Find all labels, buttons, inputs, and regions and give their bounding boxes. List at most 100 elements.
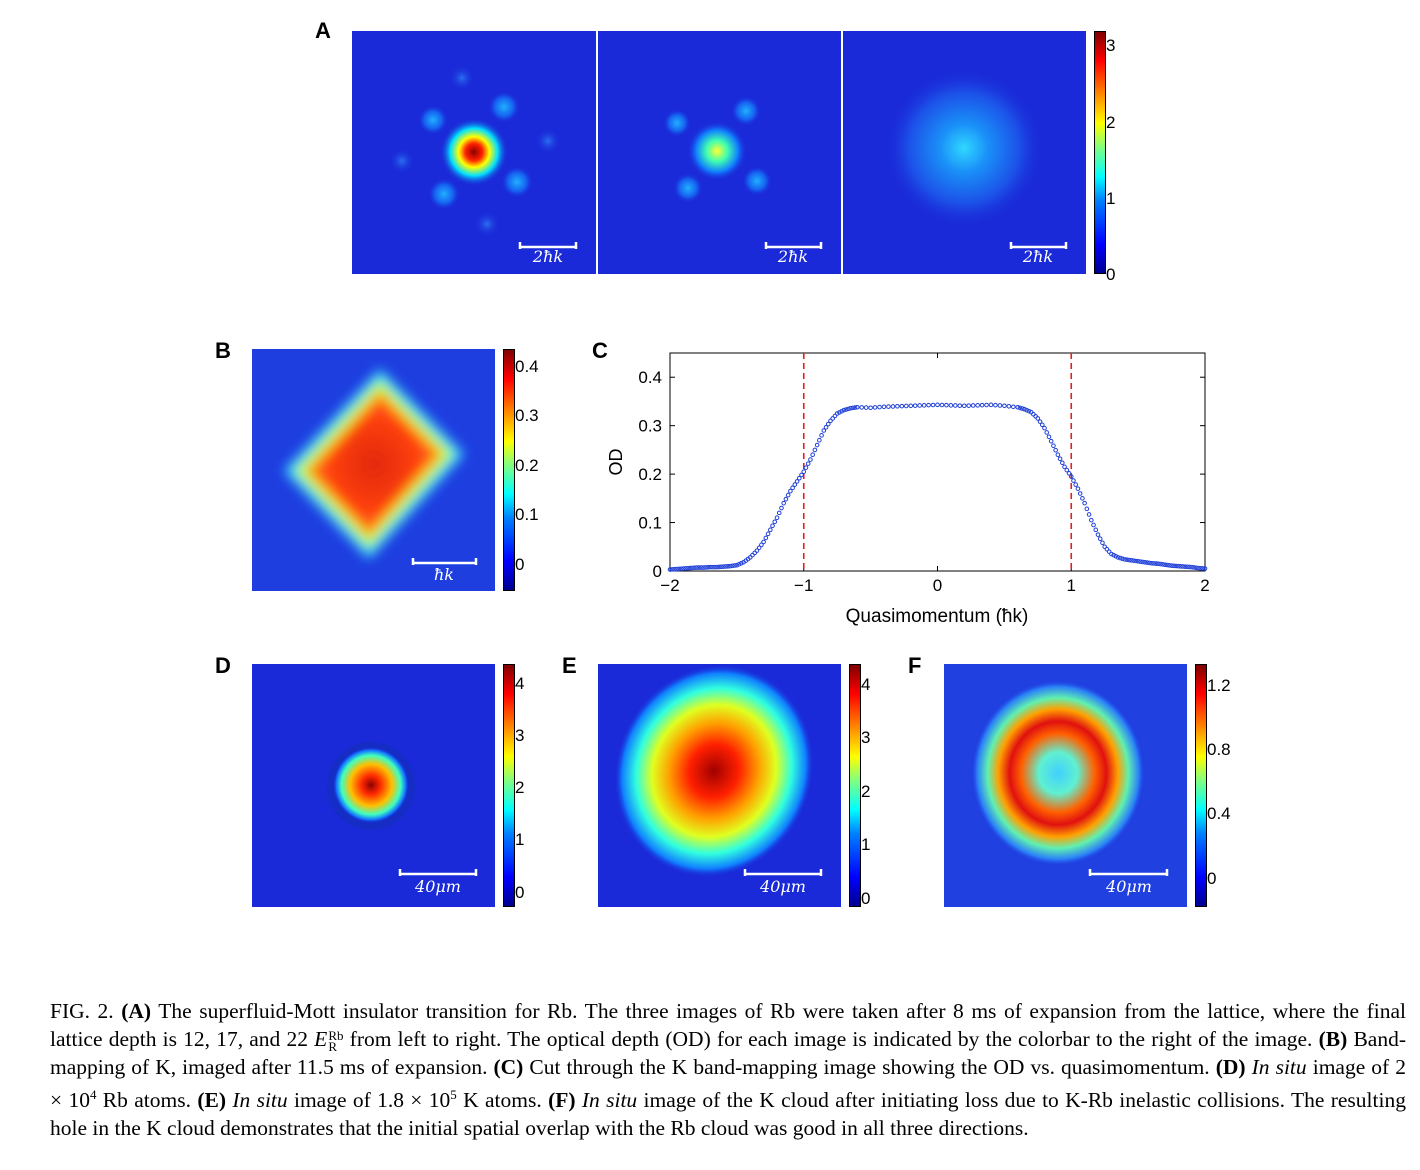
- panel-e-colorbar-tick-0: 0: [861, 889, 871, 908]
- data-point: [1138, 559, 1143, 564]
- caption-e-italic: In situ: [232, 1088, 288, 1113]
- caption-er-sup: Rb: [328, 1028, 344, 1044]
- data-point: [957, 403, 963, 408]
- data-point: [1033, 414, 1038, 419]
- data-point: [843, 407, 849, 412]
- data-point: [997, 403, 1003, 408]
- panel-a-colorbar-tick-0: 0: [1106, 265, 1116, 284]
- data-point: [1126, 557, 1132, 563]
- data-point: [1019, 406, 1025, 411]
- y-tick-label: 0: [653, 562, 662, 581]
- data-point: [1169, 563, 1174, 568]
- data-point: [825, 421, 831, 427]
- data-point: [774, 515, 780, 521]
- data-point: [903, 403, 909, 409]
- data-point: [877, 404, 882, 410]
- data-point: [1093, 527, 1099, 533]
- data-point: [1075, 486, 1081, 491]
- data-point: [1129, 558, 1134, 563]
- data-point: [721, 564, 726, 569]
- data-point: [676, 566, 682, 572]
- data-point: [707, 564, 713, 570]
- data-point: [808, 457, 813, 462]
- data-point: [810, 452, 815, 458]
- panel-f-colorbar-tick-0: 0: [1207, 869, 1217, 888]
- caption-a-text: The superfluid-Mott insulator transition…: [50, 999, 1406, 1051]
- data-point: [1071, 478, 1076, 483]
- panel-b-colorbar: [503, 349, 515, 591]
- data-point: [739, 560, 744, 566]
- panel-label-b: B: [215, 338, 231, 363]
- data-point: [832, 413, 838, 419]
- data-point: [1037, 419, 1043, 424]
- data-point: [1046, 434, 1052, 440]
- data-point: [895, 403, 900, 409]
- data-point: [1077, 491, 1083, 496]
- x-tick-label: −2: [660, 576, 679, 595]
- data-point: [754, 548, 760, 553]
- y-tick-label: 0.3: [638, 417, 662, 436]
- caption-f-italic: In situ: [581, 1088, 638, 1113]
- data-point: [792, 482, 798, 487]
- data-point: [696, 565, 702, 570]
- data-point: [1055, 452, 1061, 458]
- y-tick-label: 0.2: [638, 465, 662, 484]
- panel-a-colorbar-tick-1: 1: [1106, 189, 1116, 208]
- panel-f-colorbar: [1195, 664, 1207, 907]
- data-point: [779, 505, 784, 511]
- panel-d-colorbar-tick-0: 0: [515, 883, 525, 902]
- caption-er-symbol: E: [314, 1027, 328, 1051]
- data-point: [821, 428, 827, 433]
- data-point: [781, 500, 786, 506]
- x-tick-label: −1: [794, 576, 813, 595]
- data-point: [678, 566, 684, 572]
- data-point: [939, 402, 945, 408]
- data-point: [727, 563, 733, 569]
- caption-b-label: (B): [1318, 1027, 1348, 1051]
- caption-e-sup: 5: [450, 1087, 457, 1102]
- data-point: [1202, 566, 1208, 571]
- data-point: [1160, 562, 1165, 567]
- data-point: [1051, 443, 1056, 448]
- data-point: [1015, 404, 1021, 410]
- panel-b-colorbar-tick-0.1: 0.1: [515, 505, 539, 524]
- data-point: [1198, 565, 1203, 571]
- data-point: [703, 565, 708, 570]
- caption-d-text: image of 2 × 10: [50, 1055, 1406, 1113]
- data-point: [674, 566, 679, 572]
- data-point: [1167, 563, 1172, 568]
- data-point: [1084, 506, 1090, 512]
- data-point: [1115, 555, 1121, 560]
- panel-e-colorbar-tick-2: 2: [861, 782, 871, 801]
- data-point: [1102, 544, 1107, 550]
- data-point: [794, 479, 800, 484]
- data-point: [1151, 561, 1157, 566]
- data-point: [1106, 549, 1112, 554]
- caption-er-sub: R: [328, 1039, 337, 1055]
- data-point: [912, 403, 918, 408]
- data-point: [714, 564, 720, 570]
- data-point: [846, 406, 851, 412]
- panel-a-colorbar-tick-3: 3: [1106, 36, 1116, 55]
- data-point: [1193, 565, 1199, 571]
- data-point: [1144, 560, 1150, 565]
- data-point: [1182, 564, 1188, 569]
- data-point: [1086, 512, 1092, 517]
- data-point: [1026, 408, 1032, 414]
- data-point: [692, 565, 697, 571]
- data-point: [788, 488, 793, 494]
- data-point: [1031, 411, 1036, 417]
- data-point: [961, 403, 967, 409]
- data-point: [834, 411, 840, 416]
- panel-a-image-1: 2ħk: [352, 31, 596, 274]
- data-point: [763, 535, 769, 541]
- panel-a-image-2: 2ħk: [598, 31, 841, 274]
- panel-b-scalebar-label: ħk: [434, 565, 454, 584]
- data-point: [765, 531, 771, 537]
- data-point: [921, 403, 927, 408]
- caption-e-text2: K atoms.: [456, 1088, 542, 1113]
- data-point: [1178, 564, 1183, 569]
- panel-label-a: A: [315, 18, 331, 43]
- data-point: [1062, 464, 1067, 470]
- data-point: [1142, 559, 1148, 565]
